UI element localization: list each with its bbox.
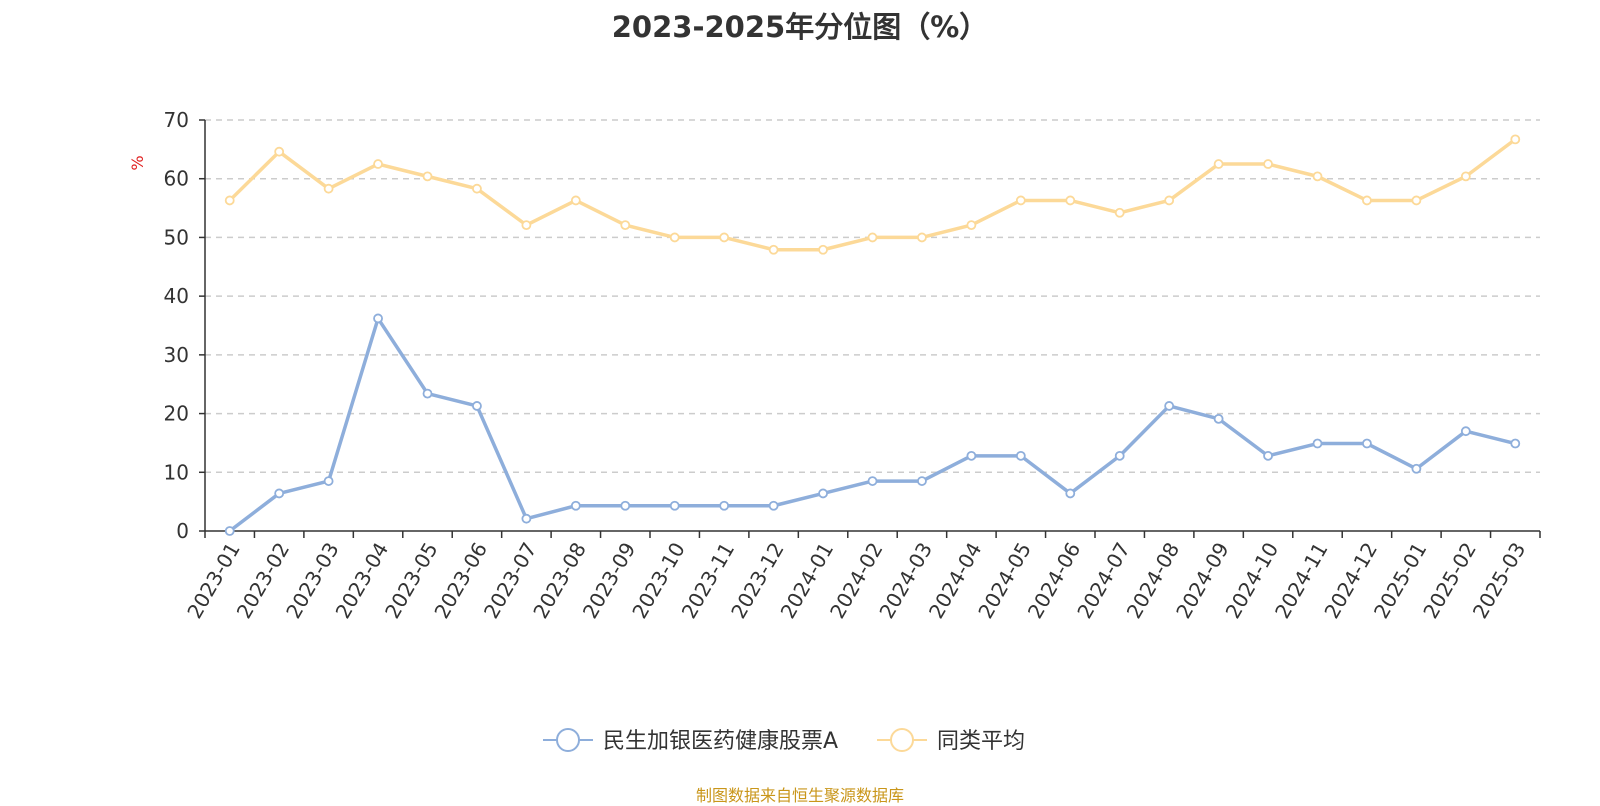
series-0	[224, 313, 1521, 536]
data-point-0-3	[373, 313, 383, 324]
data-point-0-26	[1510, 438, 1521, 449]
data-point-1-24	[1411, 195, 1422, 206]
data-point-1-16	[1015, 195, 1026, 206]
data-point-0-11	[768, 500, 779, 511]
legend: 民生加银医药健康股票A 同类平均	[543, 728, 1025, 754]
y-axis-label: %	[128, 155, 147, 170]
data-point-0-5	[472, 401, 482, 411]
data-point-0-18	[1114, 450, 1125, 461]
series-lines	[224, 134, 1521, 536]
legend-marker-1	[890, 728, 914, 752]
data-point-0-10	[719, 500, 730, 511]
data-point-0-19	[1164, 401, 1175, 411]
grid-lines	[205, 119, 1540, 474]
data-point-0-2	[323, 476, 334, 486]
data-point-0-8	[620, 500, 631, 511]
data-point-1-23	[1362, 195, 1372, 206]
data-point-0-16	[1015, 450, 1026, 461]
y-tick-label-0: 0	[176, 519, 189, 543]
data-point-1-13	[867, 232, 878, 243]
data-point-1-6	[521, 220, 532, 230]
data-point-0-12	[818, 488, 828, 499]
chart-title: 2023-2025年分位图（%）	[611, 10, 989, 44]
data-point-1-26	[1510, 134, 1521, 145]
data-point-0-7	[570, 500, 581, 511]
data-point-1-18	[1114, 207, 1125, 218]
data-point-0-17	[1065, 488, 1076, 499]
data-point-1-8	[620, 220, 631, 230]
legend-label-1: 同类平均	[937, 729, 1025, 754]
data-point-0-4	[422, 388, 433, 399]
data-point-1-2	[323, 183, 334, 194]
data-point-1-17	[1065, 195, 1076, 206]
data-point-1-22	[1312, 171, 1323, 182]
y-tick-label-2: 20	[164, 402, 189, 426]
data-point-1-1	[274, 146, 285, 157]
data-source-note: 制图数据来自恒生聚源数据库	[695, 786, 904, 805]
data-point-1-25	[1460, 171, 1471, 182]
data-point-1-11	[768, 244, 779, 255]
legend-marker-0	[556, 728, 580, 752]
data-point-0-25	[1460, 426, 1471, 437]
legend-item-0: 民生加银医药健康股票A	[543, 728, 838, 754]
data-point-0-24	[1411, 463, 1422, 474]
data-point-0-13	[867, 476, 878, 486]
data-point-1-15	[966, 220, 977, 230]
data-point-0-0	[224, 526, 235, 536]
data-point-0-23	[1362, 438, 1372, 449]
series-line-0	[228, 316, 1516, 533]
data-point-0-9	[669, 500, 680, 511]
data-point-0-20	[1213, 413, 1224, 424]
legend-label-0: 民生加银医药健康股票A	[603, 729, 838, 754]
y-tick-label-1: 10	[164, 460, 189, 484]
data-point-0-15	[966, 450, 977, 461]
y-tick-label-3: 30	[164, 343, 189, 367]
data-point-0-14	[917, 476, 927, 486]
y-tick-label-4: 40	[164, 284, 189, 308]
data-point-0-21	[1263, 450, 1273, 461]
data-point-1-21	[1263, 159, 1273, 169]
data-point-0-6	[521, 513, 532, 524]
y-tick-label-6: 60	[164, 167, 189, 191]
data-point-1-5	[472, 183, 482, 194]
data-point-1-14	[917, 232, 927, 243]
series-1	[224, 134, 1521, 255]
data-point-0-22	[1312, 438, 1323, 449]
data-point-1-3	[373, 159, 383, 169]
data-point-1-10	[719, 232, 730, 243]
data-point-1-9	[669, 232, 680, 243]
data-point-1-19	[1164, 195, 1175, 206]
legend-item-1: 同类平均	[877, 728, 1025, 754]
data-point-1-0	[224, 195, 235, 206]
y-tick-label-7: 70	[164, 108, 189, 132]
y-tick-label-5: 50	[164, 225, 189, 249]
data-point-1-4	[422, 171, 433, 182]
data-point-0-1	[274, 488, 285, 499]
data-point-1-12	[818, 244, 828, 255]
data-point-1-7	[570, 195, 581, 206]
data-point-1-20	[1213, 159, 1224, 169]
